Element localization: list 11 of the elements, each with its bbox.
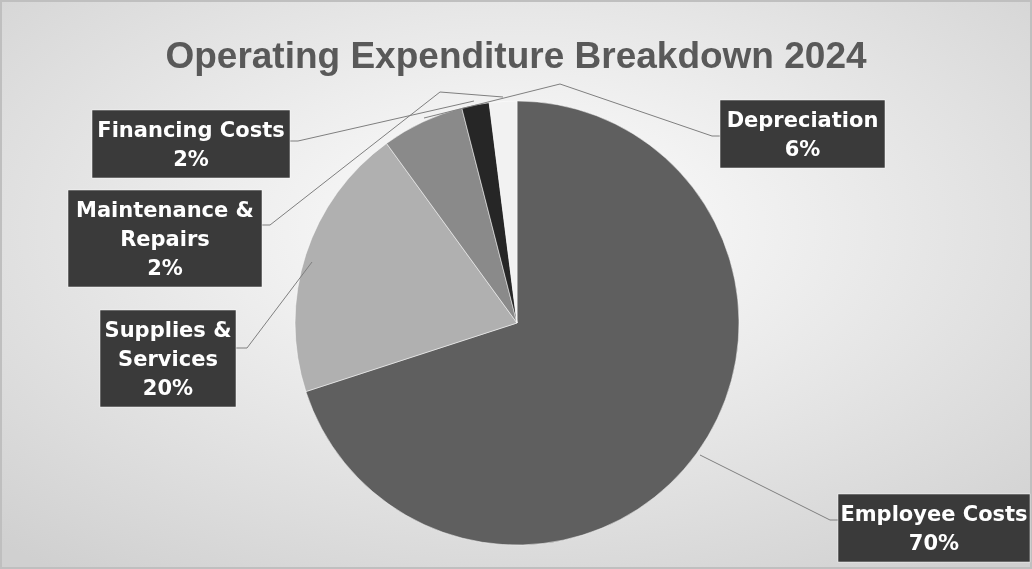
data-label: 2% (147, 256, 183, 280)
data-label: 2% (173, 147, 209, 171)
slice-label: Supplies & Services (104, 318, 232, 371)
slice-label: Employee Costs (840, 502, 1028, 526)
slice-label: Financing Costs (97, 118, 285, 142)
slice-label: Maintenance & Repairs (76, 198, 254, 251)
data-label: 70% (908, 531, 960, 555)
data-label: 6% (784, 137, 821, 161)
data-label: 20% (142, 376, 194, 400)
slice-label: Depreciation (726, 108, 879, 132)
chart-title: Operating Expenditure Breakdown 2024 (165, 35, 867, 76)
